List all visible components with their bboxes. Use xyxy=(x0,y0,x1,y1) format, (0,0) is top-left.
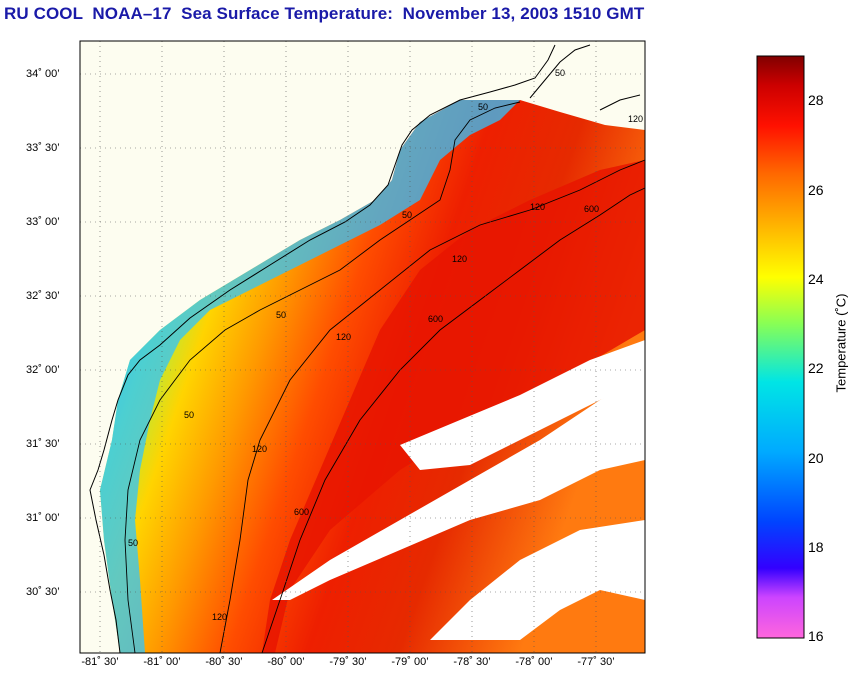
lat-tick-label: 31˚ 00’ xyxy=(26,512,60,524)
contour-label: 120 xyxy=(252,444,267,454)
lon-tick-label: -79˚ 00’ xyxy=(391,656,429,668)
map-title: RU COOL NOAA–17 Sea Surface Temperature:… xyxy=(4,4,645,23)
contour-label: 50 xyxy=(402,210,412,220)
lon-tick-label: -80˚ 30’ xyxy=(205,656,243,668)
colorbar-tick-label: 18 xyxy=(808,539,824,555)
lat-tick-label: 34˚ 00’ xyxy=(26,68,60,80)
contour-600m xyxy=(261,187,646,654)
colorbar-tick-label: 28 xyxy=(808,92,824,108)
contour-label: 120 xyxy=(628,114,643,124)
colorbar-tick-label: 26 xyxy=(808,182,824,198)
contour-50m xyxy=(124,101,521,654)
contour-label: 600 xyxy=(294,507,309,517)
lon-tick-label: -78˚ 30’ xyxy=(453,656,491,668)
contour-label: 50 xyxy=(555,68,565,78)
colorbar xyxy=(756,55,805,639)
colorbar-tick-label: 24 xyxy=(808,271,824,287)
contour-label: 600 xyxy=(584,204,599,214)
contour-label: 120 xyxy=(530,202,545,212)
contour-label: 600 xyxy=(428,314,443,324)
graticule xyxy=(80,41,645,653)
contour-label: 120 xyxy=(212,612,227,622)
lon-tick-label: -81˚ 00’ xyxy=(143,656,181,668)
contour-label: 50 xyxy=(478,102,488,112)
contour-label: 120 xyxy=(452,254,467,264)
map-frame xyxy=(79,40,646,654)
contour-label: 50 xyxy=(128,538,138,548)
lat-tick-label: 32˚ 00’ xyxy=(26,364,60,376)
lon-tick-label: -81˚ 30’ xyxy=(81,656,119,668)
lon-tick-label: -80˚ 00’ xyxy=(267,656,305,668)
colorbar-frame xyxy=(756,55,805,639)
lat-tick-label: 33˚ 30’ xyxy=(26,142,60,154)
colorbar-axis-label: Temperature (˚C) xyxy=(833,293,849,393)
map-panel: 50 50 50 50 50 50 120 120 120 120 120 12… xyxy=(79,40,646,654)
lon-tick-label: -79˚ 30’ xyxy=(329,656,367,668)
depth-contours xyxy=(124,101,646,654)
lon-tick-label: -78˚ 00’ xyxy=(515,656,553,668)
colorbar-tick-label: 22 xyxy=(808,360,824,376)
lat-tick-label: 30˚ 30’ xyxy=(26,586,60,598)
lat-tick-label: 31˚ 30’ xyxy=(26,438,60,450)
lat-tick-label: 32˚ 30’ xyxy=(26,290,60,302)
contour-120m xyxy=(219,159,646,654)
cloud-mask-band-2 xyxy=(400,340,645,470)
coastline xyxy=(89,44,556,654)
sst-gulf-stream-core xyxy=(262,160,645,653)
lon-tick-label: -77˚ 30’ xyxy=(577,656,615,668)
colorbar-gradient xyxy=(757,56,804,638)
coastline-sound xyxy=(529,44,641,111)
lat-tick-label: 33˚ 00’ xyxy=(26,216,60,228)
cloud-mask-lower xyxy=(430,520,645,640)
contour-label: 50 xyxy=(276,310,286,320)
colorbar-tick-label: 16 xyxy=(808,628,824,644)
colorbar-tick-label: 20 xyxy=(808,450,824,466)
contour-label: 120 xyxy=(336,332,351,342)
cloud-mask-band xyxy=(272,380,645,600)
contour-label: 50 xyxy=(184,410,194,420)
